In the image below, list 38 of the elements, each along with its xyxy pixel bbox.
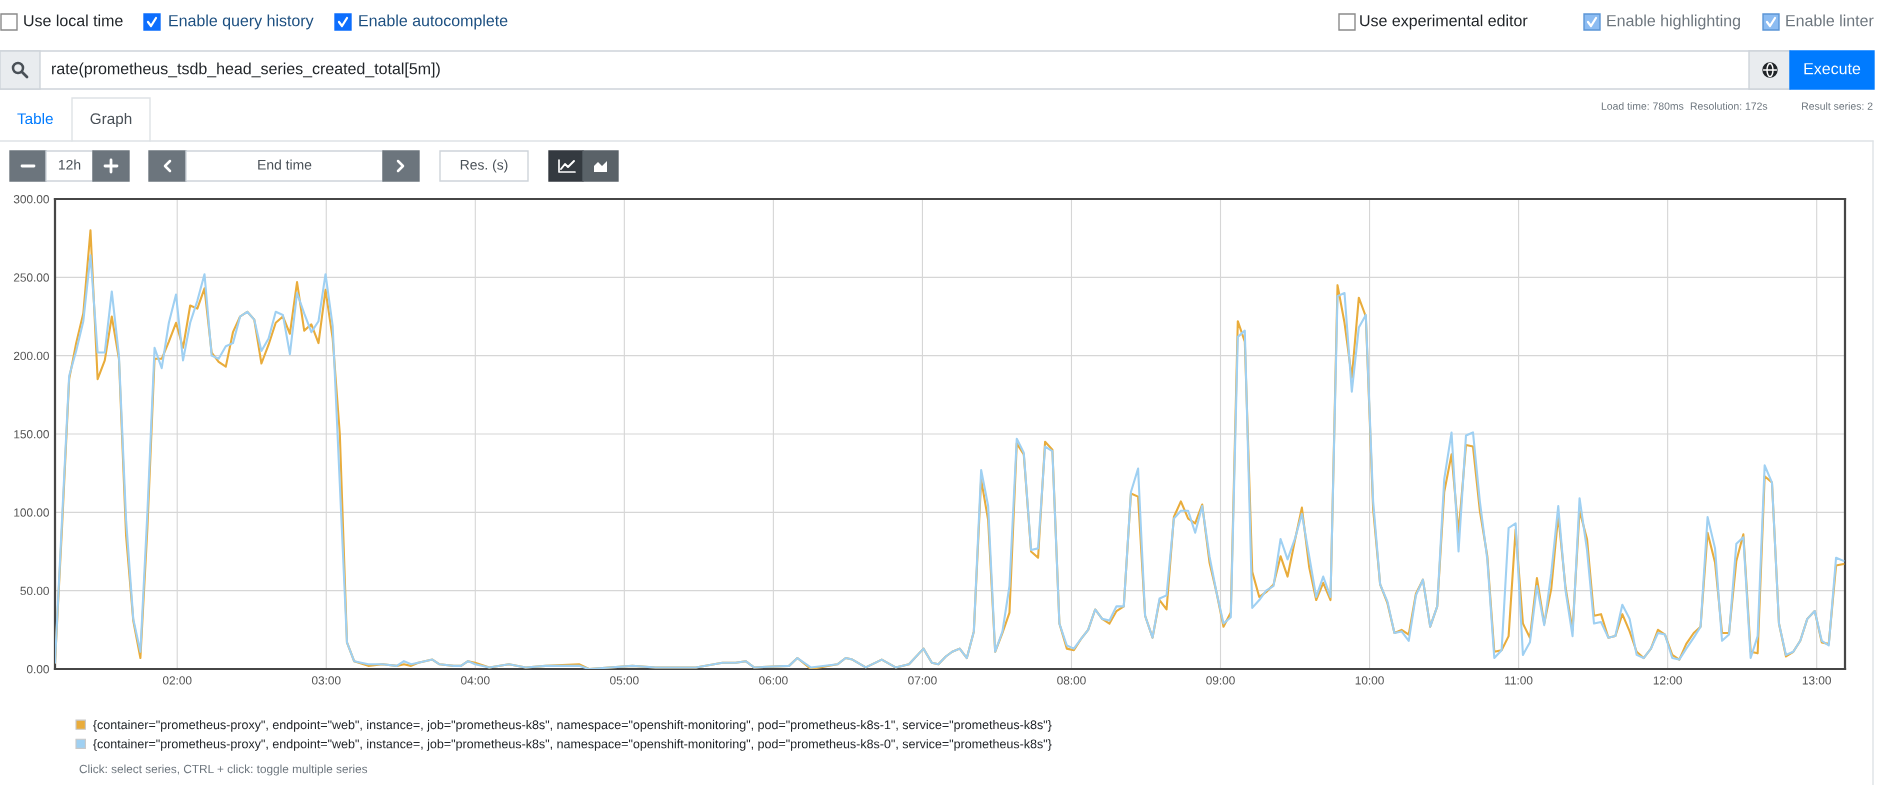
x-tick-label: 07:00 (908, 676, 937, 685)
legend-label: {container="prometheus-proxy", endpoint="web", instance=, job="prometheus-k8s", namespace="openshift-monitoring", pod="prometheus-k8s-0", service="prometheus-k8s"} (93, 739, 1052, 751)
x-tick-label: 11:00 (1505, 676, 1533, 685)
y-tick-label: 150.00 (14, 430, 49, 439)
text: Use experimental editor (1360, 14, 1528, 30)
text: Graph (90, 112, 132, 128)
text: Res. (s) (460, 159, 508, 173)
x-tick-label: 05:00 (610, 676, 639, 685)
text: Load time: 780ms (1601, 102, 1684, 110)
y-tick-label: 100.00 (14, 508, 49, 517)
x-tick-label: 03:00 (311, 676, 341, 685)
text: Resolution: 172s (1690, 102, 1768, 110)
text: Table (17, 112, 53, 125)
x-tick-label: 09:00 (1206, 676, 1235, 685)
text: Enable query history (169, 14, 314, 30)
chart-title: rate(prometheus_tsdb_head_series_created_total[5m]) (52, 62, 440, 78)
text: Click: select series, CTRL + click: toggle multiple series (79, 764, 368, 776)
y-tick-label: 200.00 (13, 351, 49, 361)
text: Enable highlighting (1607, 14, 1740, 30)
text: Enable autocomplete (359, 14, 508, 30)
text: Use local time (24, 14, 123, 27)
x-tick-label: 02:00 (162, 676, 192, 685)
y-tick-label: 250.00 (13, 273, 49, 282)
text: End time (258, 159, 312, 170)
y-tick-label: 50.00 (20, 586, 49, 596)
y-tick-label: 300.00 (13, 195, 49, 204)
text: Result series: 2 (1802, 102, 1873, 110)
x-tick-label: 10:00 (1355, 676, 1384, 685)
x-tick-label: 13:00 (1802, 676, 1831, 685)
x-tick-label: 12:00 (1653, 676, 1682, 685)
text: Execute (1804, 63, 1861, 75)
legend-label: {container="prometheus-proxy", endpoint="web", instance=, job="prometheus-k8s", namespace="openshift-monitoring", pod="prometheus-k8s-1", service="prometheus-k8s"} (93, 720, 1052, 732)
text: Enable linter (1786, 14, 1874, 27)
x-tick-label: 04:00 (460, 676, 490, 685)
text: 12h (58, 159, 81, 170)
x-tick-label: 06:00 (759, 676, 788, 685)
y-tick-label: 0.00 (26, 665, 49, 674)
x-tick-label: 08:00 (1057, 676, 1086, 685)
